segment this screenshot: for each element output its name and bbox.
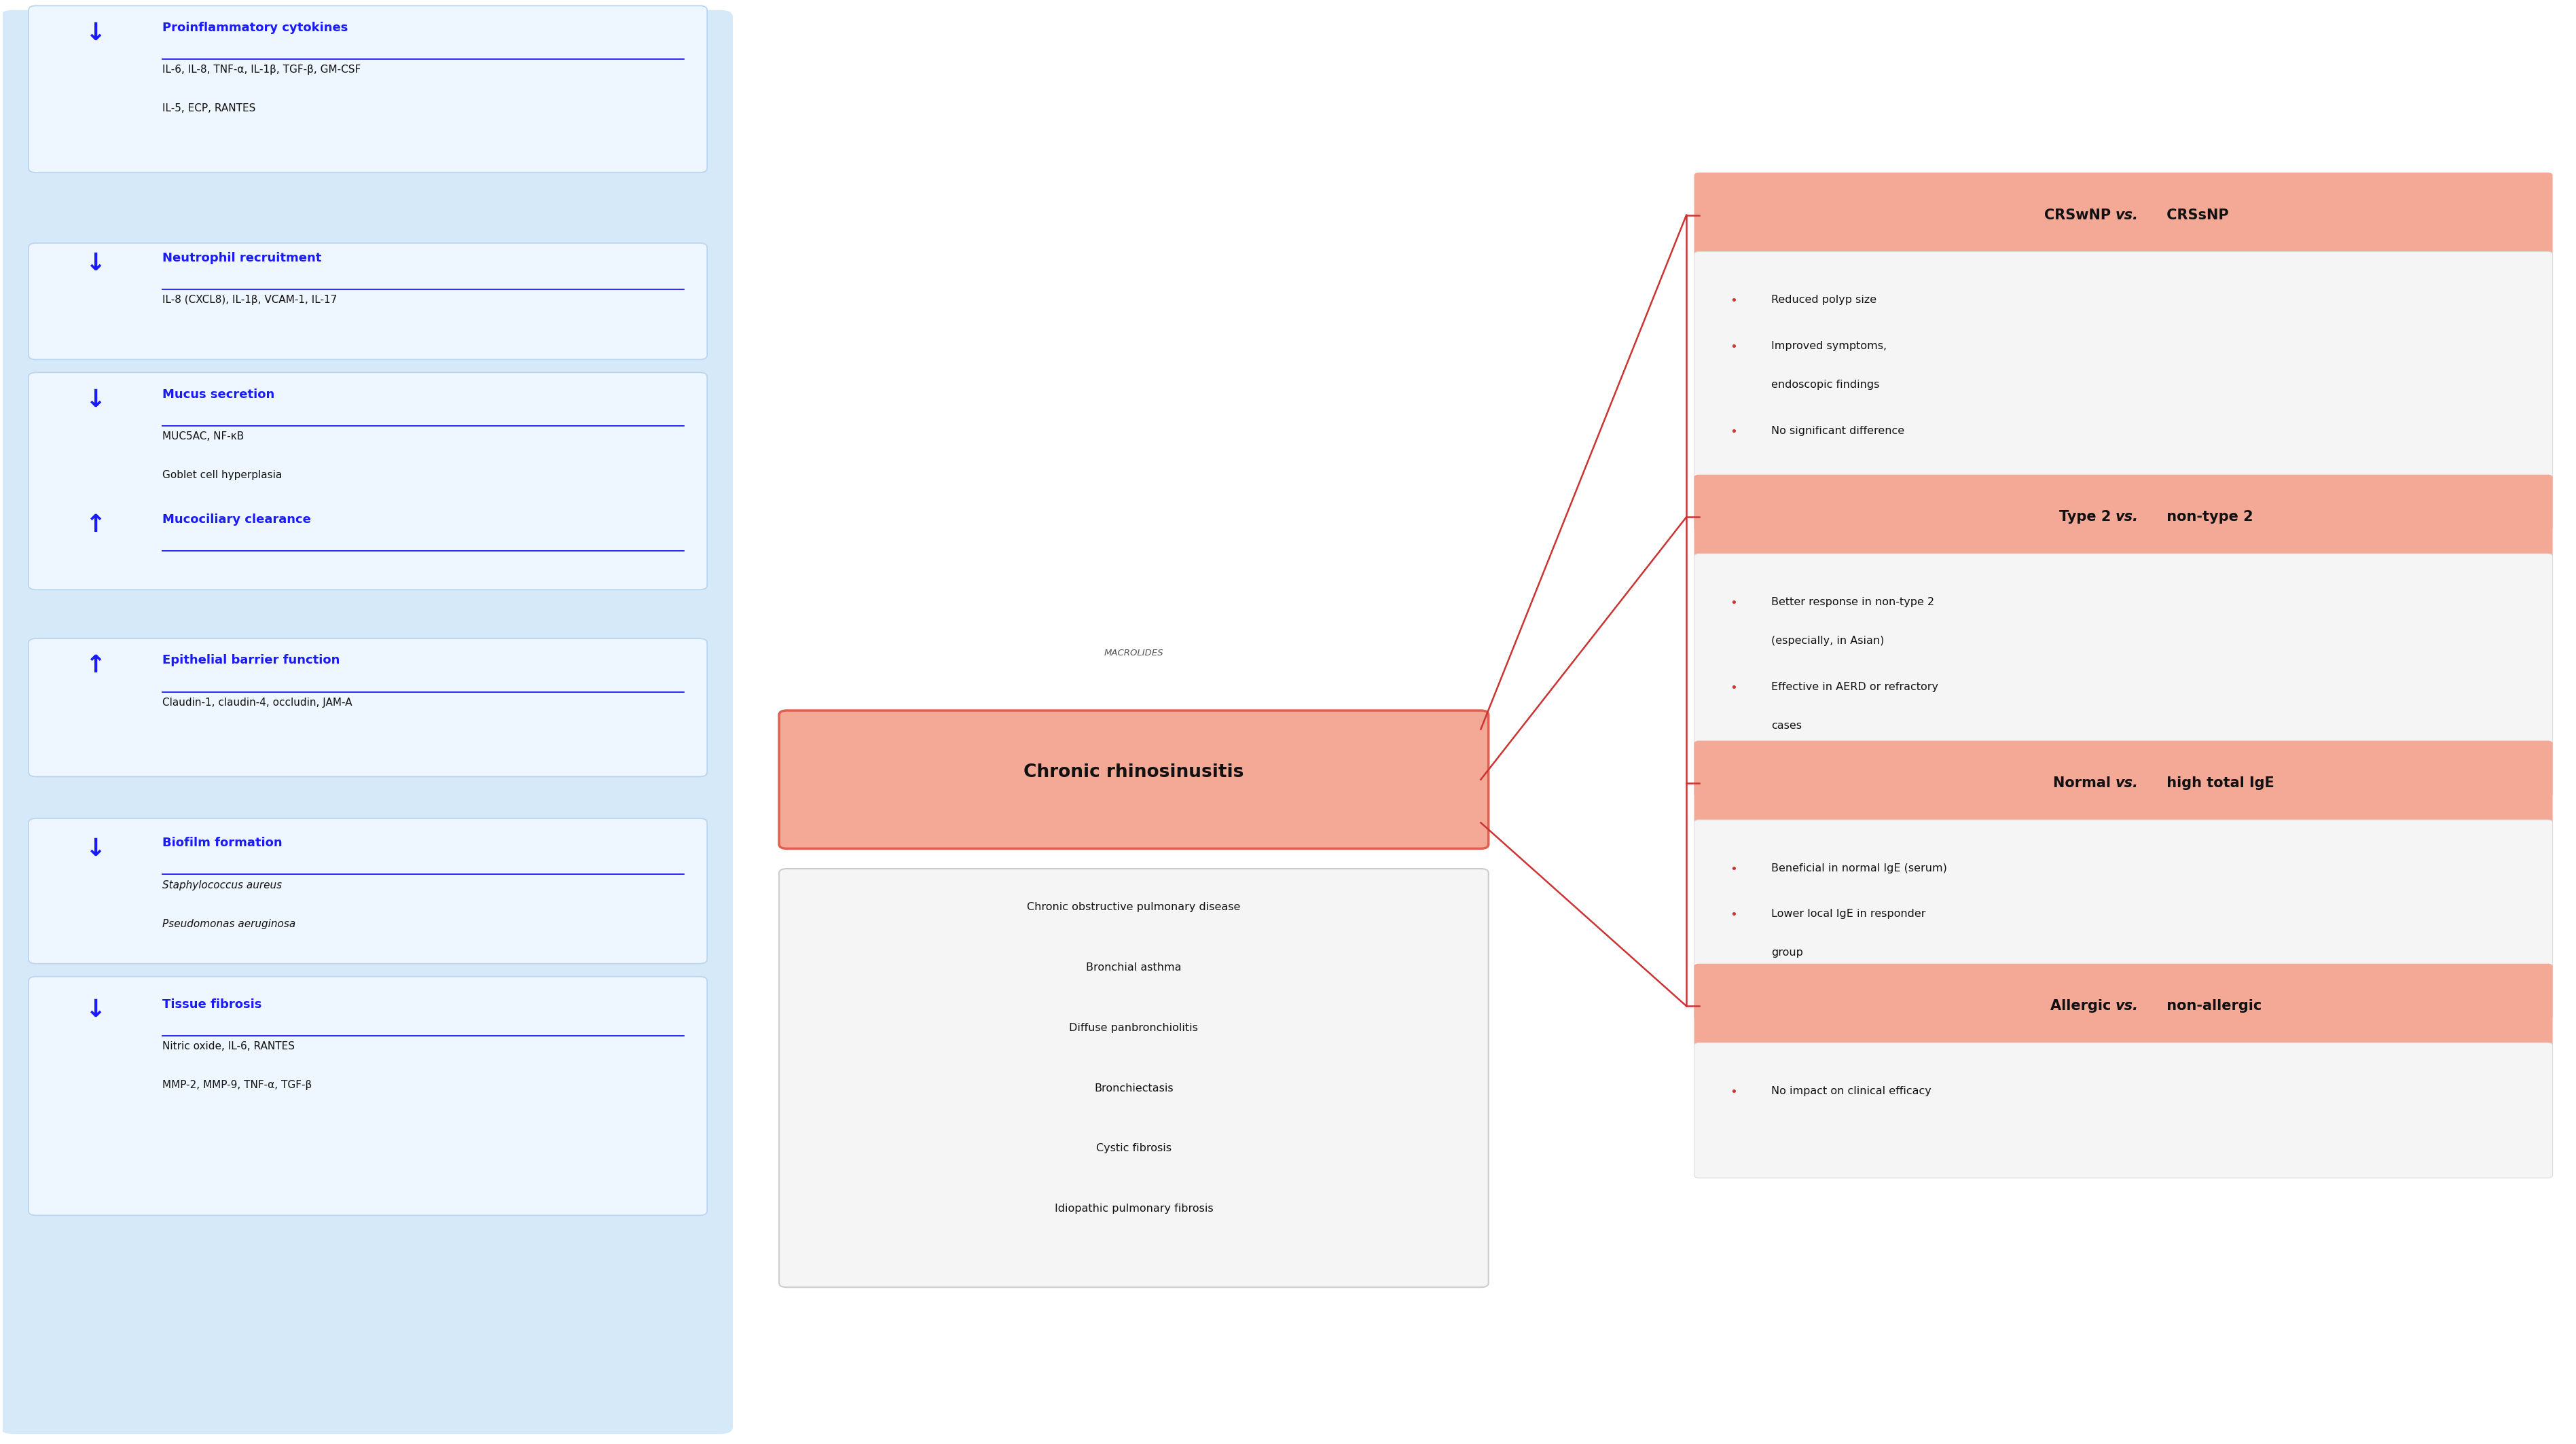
Text: Neutrophil recruitment: Neutrophil recruitment (162, 251, 322, 264)
Text: Mucociliary clearance: Mucociliary clearance (162, 514, 312, 526)
Text: •: • (1731, 426, 1736, 438)
Text: Bronchial asthma: Bronchial asthma (1087, 962, 1182, 972)
Text: Pseudomonas aeruginosa: Pseudomonas aeruginosa (162, 918, 296, 930)
FancyBboxPatch shape (0, 10, 732, 1434)
Text: MMP-2, MMP-9, TNF-α, TGF-β: MMP-2, MMP-9, TNF-α, TGF-β (162, 1080, 312, 1090)
Text: Goblet cell hyperplasia: Goblet cell hyperplasia (162, 471, 281, 481)
Text: Effective in AERD or refractory: Effective in AERD or refractory (1772, 682, 1937, 692)
Text: non-allergic: non-allergic (2161, 999, 2262, 1012)
Text: ↓: ↓ (85, 22, 106, 45)
Text: Epithelial barrier function: Epithelial barrier function (162, 654, 340, 667)
Text: Beneficial in normal IgE (serum): Beneficial in normal IgE (serum) (1772, 864, 1947, 874)
Text: Staphylococcus aureus: Staphylococcus aureus (162, 881, 281, 891)
Text: Bronchiectasis: Bronchiectasis (1095, 1083, 1175, 1093)
FancyBboxPatch shape (28, 638, 706, 777)
Text: vs.: vs. (2115, 777, 2138, 790)
Text: CRSsNP: CRSsNP (2161, 208, 2228, 222)
FancyBboxPatch shape (28, 976, 706, 1216)
Text: ↑: ↑ (85, 654, 106, 677)
Text: •: • (1731, 1086, 1736, 1097)
Text: ↑: ↑ (85, 514, 106, 537)
Text: •: • (1731, 596, 1736, 609)
Text: vs.: vs. (2115, 510, 2138, 524)
Text: Reduced polyp size: Reduced polyp size (1772, 295, 1875, 305)
FancyBboxPatch shape (1695, 251, 2553, 531)
Text: •: • (1731, 295, 1736, 308)
FancyBboxPatch shape (1695, 741, 2553, 826)
FancyBboxPatch shape (28, 6, 706, 172)
Text: Diffuse panbronchiolitis: Diffuse panbronchiolitis (1069, 1022, 1198, 1032)
Text: IL-8 (CXCL8), IL-1β, VCAM-1, IL-17: IL-8 (CXCL8), IL-1β, VCAM-1, IL-17 (162, 295, 337, 305)
Text: Type 2: Type 2 (2058, 510, 2115, 524)
Text: Tissue fibrosis: Tissue fibrosis (162, 998, 263, 1011)
Text: No impact on clinical efficacy: No impact on clinical efficacy (1772, 1086, 1932, 1096)
Text: MACROLIDES: MACROLIDES (1105, 648, 1164, 657)
Text: non-type 2: non-type 2 (2161, 510, 2254, 524)
Text: Chronic obstructive pulmonary disease: Chronic obstructive pulmonary disease (1028, 903, 1242, 913)
Text: Idiopathic pulmonary fibrosis: Idiopathic pulmonary fibrosis (1054, 1204, 1213, 1214)
Text: vs.: vs. (2115, 999, 2138, 1012)
Text: IL-6, IL-8, TNF-α, IL-1β, TGF-β, GM-CSF: IL-6, IL-8, TNF-α, IL-1β, TGF-β, GM-CSF (162, 65, 361, 75)
Text: high total IgE: high total IgE (2161, 777, 2275, 790)
Text: Normal: Normal (2053, 777, 2115, 790)
Text: IL-5, ECP, RANTES: IL-5, ECP, RANTES (162, 104, 255, 114)
FancyBboxPatch shape (778, 869, 1489, 1287)
Text: No significant difference: No significant difference (1772, 426, 1904, 436)
Text: Claudin-1, claudin-4, occludin, JAM-A: Claudin-1, claudin-4, occludin, JAM-A (162, 697, 353, 708)
Text: endoscopic findings: endoscopic findings (1772, 380, 1880, 390)
FancyBboxPatch shape (1695, 172, 2553, 257)
Text: Proinflammatory cytokines: Proinflammatory cytokines (162, 22, 348, 33)
Text: •: • (1731, 864, 1736, 875)
Text: Improved symptoms,: Improved symptoms, (1772, 341, 1886, 351)
Text: Biofilm formation: Biofilm formation (162, 838, 283, 849)
Text: •: • (1731, 682, 1736, 695)
Text: MUC5AC, NF-κB: MUC5AC, NF-κB (162, 432, 245, 442)
Text: ↓: ↓ (85, 388, 106, 412)
Text: •: • (1731, 341, 1736, 354)
Text: vs.: vs. (2115, 208, 2138, 222)
FancyBboxPatch shape (778, 710, 1489, 849)
Text: ↓: ↓ (85, 838, 106, 861)
Text: Lower local IgE in responder: Lower local IgE in responder (1772, 908, 1927, 920)
Text: CRSwNP: CRSwNP (2045, 208, 2115, 222)
Text: •: • (1731, 908, 1736, 921)
Text: Chronic rhinosinusitis: Chronic rhinosinusitis (1023, 764, 1244, 781)
FancyBboxPatch shape (1695, 963, 2553, 1048)
FancyBboxPatch shape (1695, 1043, 2553, 1178)
Text: Mucus secretion: Mucus secretion (162, 388, 276, 400)
Text: cases: cases (1772, 721, 1801, 731)
FancyBboxPatch shape (28, 373, 706, 589)
FancyBboxPatch shape (28, 243, 706, 360)
Text: (especially, in Asian): (especially, in Asian) (1772, 635, 1883, 645)
FancyBboxPatch shape (1695, 553, 2553, 797)
Text: Cystic fibrosis: Cystic fibrosis (1095, 1144, 1172, 1154)
Text: ↓: ↓ (85, 998, 106, 1021)
Text: Better response in non-type 2: Better response in non-type 2 (1772, 596, 1935, 606)
FancyBboxPatch shape (1695, 820, 2553, 1019)
Text: Nitric oxide, IL-6, RANTES: Nitric oxide, IL-6, RANTES (162, 1041, 294, 1051)
FancyBboxPatch shape (1695, 475, 2553, 559)
Text: group: group (1772, 947, 1803, 957)
FancyBboxPatch shape (28, 819, 706, 963)
Text: ↓: ↓ (85, 251, 106, 274)
Text: Allergic: Allergic (2050, 999, 2115, 1012)
